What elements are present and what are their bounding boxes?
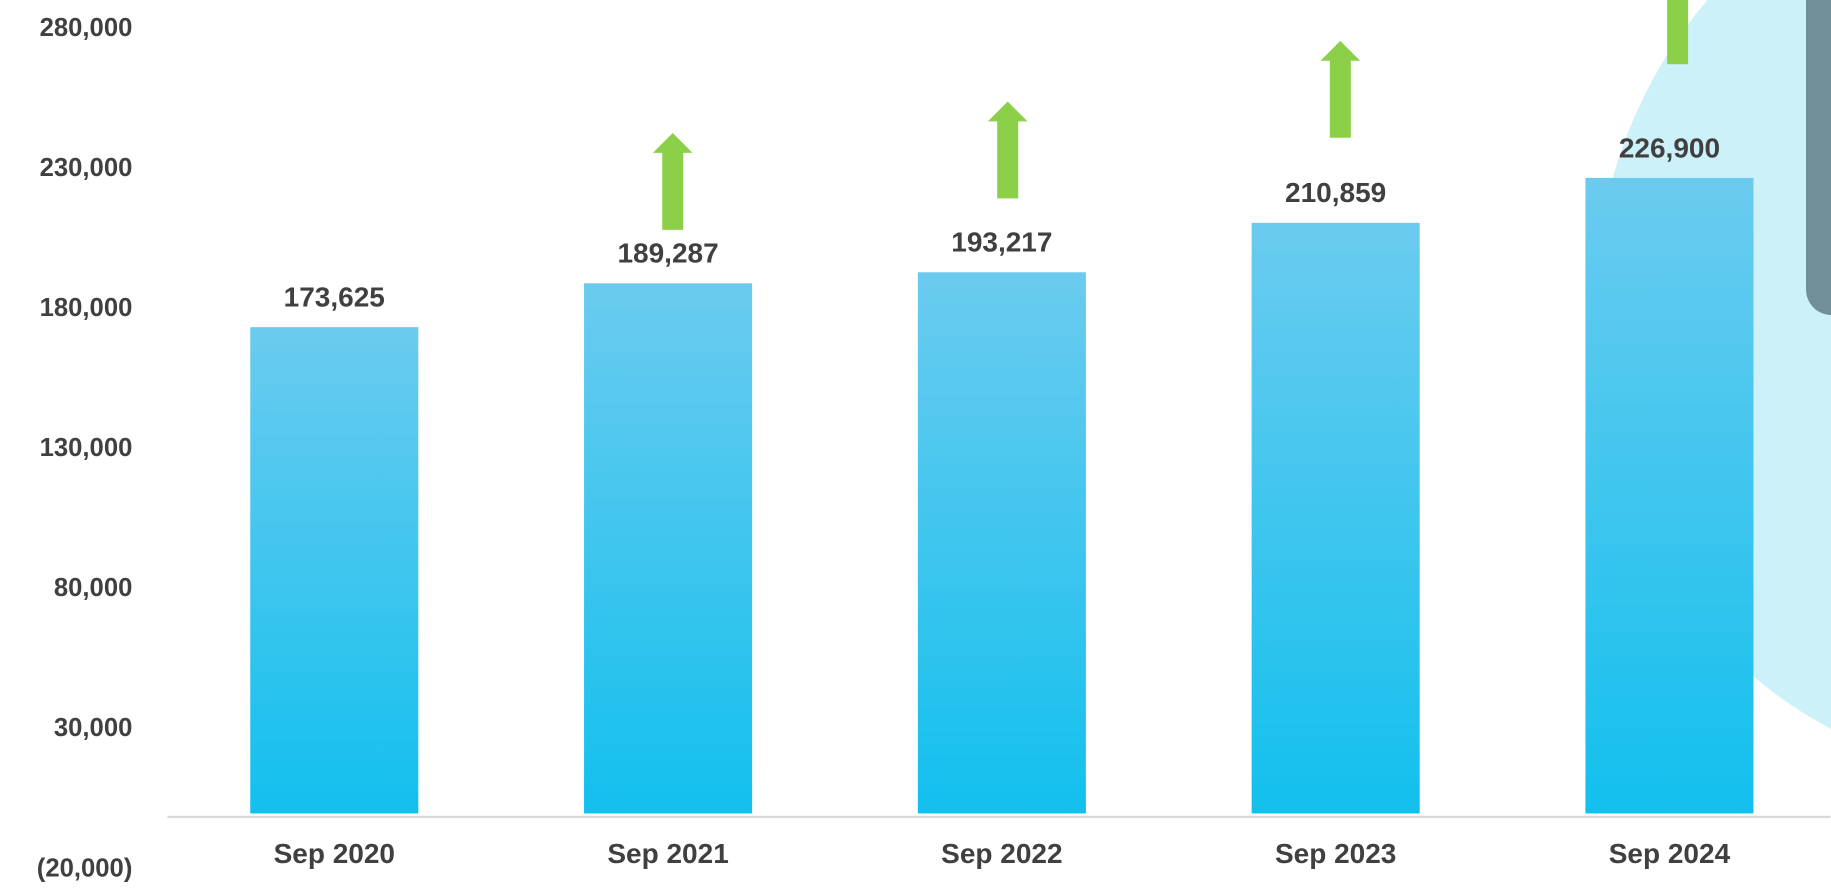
y-tick-label: 280,000 <box>40 14 133 42</box>
bar <box>1252 223 1420 814</box>
value-label: 193,217 <box>951 227 1052 258</box>
arrow <box>1667 0 1688 64</box>
x-tick-label: Sep 2023 <box>1275 838 1396 869</box>
value-label: 173,625 <box>284 282 385 313</box>
y-tick-label: 30,000 <box>54 714 132 742</box>
y-tick-label: 130,000 <box>40 434 133 462</box>
y-tick-label: (20,000) <box>37 854 133 882</box>
y-tick-label: 230,000 <box>40 154 133 182</box>
arrow <box>653 133 693 230</box>
bar <box>250 327 418 813</box>
bar <box>918 272 1086 813</box>
arrow <box>988 102 1028 199</box>
x-tick-label: Sep 2020 <box>274 838 395 869</box>
device-image <box>1806 0 1831 315</box>
x-tick-label: Sep 2021 <box>607 838 728 869</box>
arrow <box>1320 41 1360 138</box>
y-tick-label: 80,000 <box>54 574 132 602</box>
x-tick-label: Sep 2024 <box>1609 838 1731 869</box>
growth-arrows <box>653 0 1688 230</box>
y-tick-label: 180,000 <box>40 294 133 322</box>
value-label: 210,859 <box>1285 177 1386 208</box>
value-label: 189,287 <box>617 238 718 269</box>
bar <box>584 283 752 813</box>
bar <box>1585 178 1753 814</box>
x-tick-label: Sep 2022 <box>941 838 1062 869</box>
value-label: 226,900 <box>1619 132 1720 163</box>
chart: (20,000) 30,000 80,000 130,000 180,000 230,00… <box>0 0 1831 894</box>
